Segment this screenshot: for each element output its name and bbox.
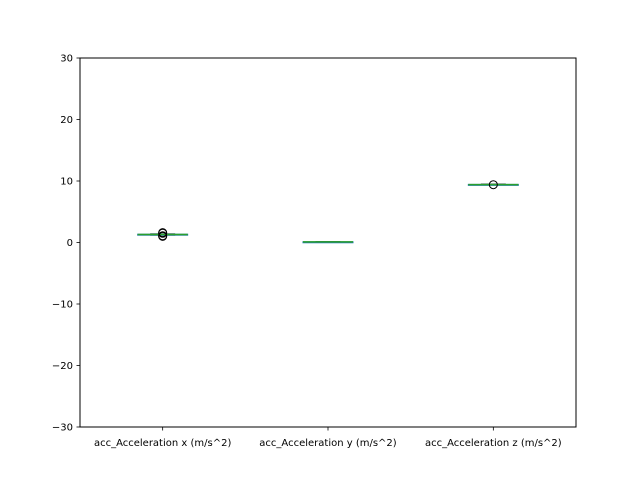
y-tick-label: 20	[60, 115, 73, 126]
outlier-point	[158, 231, 168, 241]
box-group	[467, 180, 519, 190]
box-group	[302, 241, 354, 244]
x-tick-label: acc_Acceleration z (m/s^2)	[425, 438, 562, 449]
x-tick-label: acc_Acceleration x (m/s^2)	[94, 438, 232, 449]
y-tick-label: −30	[52, 423, 73, 434]
outlier-point	[488, 180, 498, 190]
x-axis: acc_Acceleration x (m/s^2) acc_Accelerati…	[94, 427, 562, 449]
y-tick-label: 10	[60, 177, 73, 188]
box-group	[137, 228, 189, 241]
y-axis: −30 −20 −10 0 10 20 30	[52, 54, 80, 434]
plot-area	[137, 180, 519, 244]
outlier-point	[158, 228, 168, 238]
x-tick-label: acc_Acceleration y (m/s^2)	[259, 438, 397, 449]
y-tick-label: 0	[67, 238, 73, 249]
axes-frame	[79, 57, 577, 428]
y-tick-label: 30	[60, 54, 73, 65]
y-tick-label: −10	[52, 300, 73, 311]
y-tick-label: −20	[52, 361, 73, 372]
